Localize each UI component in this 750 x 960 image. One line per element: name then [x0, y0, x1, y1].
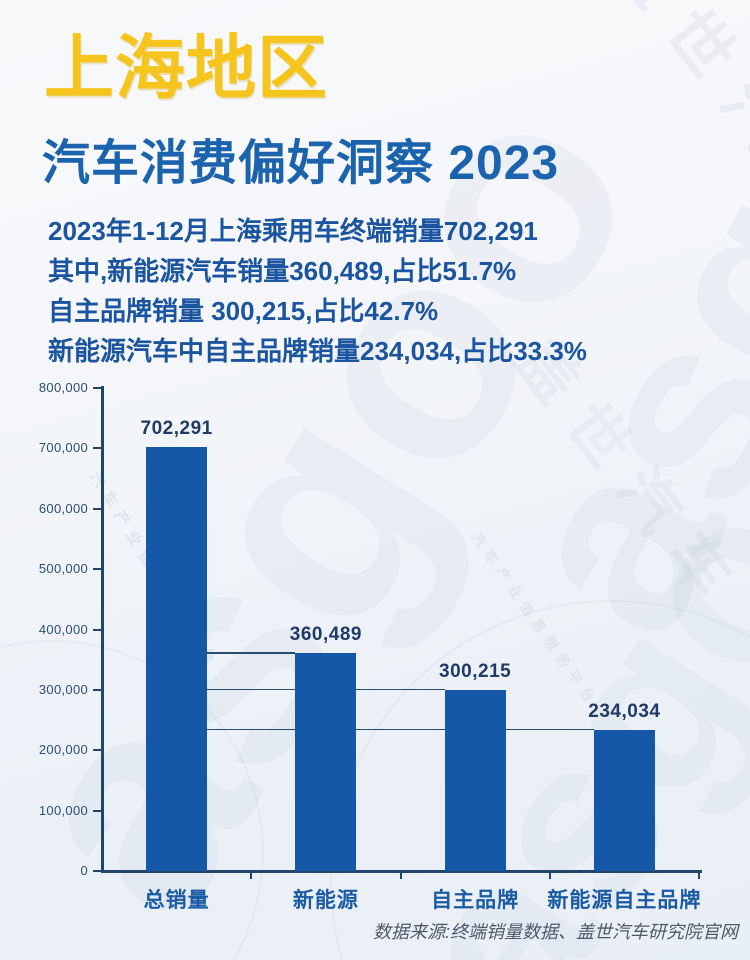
y-axis-tick: [93, 628, 102, 631]
reference-line: [207, 652, 296, 654]
region-title: 上海地区: [44, 29, 328, 107]
x-axis-category-label: 总销量: [143, 889, 210, 912]
y-axis-tick-label: 0: [80, 863, 88, 878]
y-axis-tick-label: 700,000: [38, 440, 88, 456]
intro-line: 其中,新能源汽车销量360,489,占比51.7%: [48, 256, 517, 286]
x-axis-tick: [548, 872, 551, 879]
intro-paragraph: 2023年1-12月上海乘用车终端销量702,291 其中,新能源汽车销量360,…: [48, 211, 587, 371]
bar-新能源: [295, 653, 357, 871]
data-source-note: 数据来源:终端销量数据、盖世汽车研究院官网: [373, 922, 738, 942]
y-axis-tick: [93, 447, 102, 450]
bar-value-label: 702,291: [140, 417, 213, 439]
y-axis-tick: [93, 568, 102, 571]
intro-line: 新能源汽车中自主品牌销量234,034,占比33.3%: [48, 336, 587, 366]
y-axis-tick-label: 800,000: [38, 380, 88, 395]
intro-line: 2023年1-12月上海乘用车终端销量702,291: [48, 216, 538, 246]
x-axis-tick: [399, 872, 402, 879]
reference-line: [207, 728, 594, 731]
intro-line: 自主品牌销量 300,215,占比42.7%: [48, 296, 439, 326]
x-axis-tick: [698, 872, 700, 879]
y-axis-tick-label: 600,000: [38, 500, 88, 516]
y-axis-tick: [93, 688, 102, 691]
y-axis-tick: [93, 387, 102, 389]
bar-value-label: 360,489: [289, 624, 362, 646]
x-axis-line: [101, 870, 702, 873]
page-title: 汽车消费偏好洞察 2023: [42, 137, 560, 190]
bar-value-label: 234,034: [588, 700, 661, 722]
y-axis-tick-label: 300,000: [38, 681, 88, 697]
bar-自主品牌: [444, 689, 506, 871]
bar-总销量: [146, 446, 208, 871]
y-axis-tick: [93, 507, 102, 510]
y-axis-tick: [93, 809, 102, 812]
y-axis-tick: [93, 870, 102, 872]
y-axis-line: [101, 386, 104, 872]
y-axis-tick: [93, 749, 102, 752]
y-axis-tick-label: 200,000: [38, 742, 88, 758]
y-axis-tick-label: 400,000: [38, 621, 88, 637]
x-axis-category-label: 新能源自主品牌: [547, 889, 702, 912]
x-axis-category-label: 新能源: [292, 889, 359, 912]
x-axis-tick: [250, 872, 253, 879]
bar-新能源自主品牌: [593, 729, 655, 871]
y-axis-tick-label: 100,000: [38, 802, 88, 818]
x-axis-category-label: 自主品牌: [431, 889, 520, 912]
y-axis-tick-label: 500,000: [38, 561, 88, 577]
bar-value-label: 300,215: [439, 660, 512, 682]
